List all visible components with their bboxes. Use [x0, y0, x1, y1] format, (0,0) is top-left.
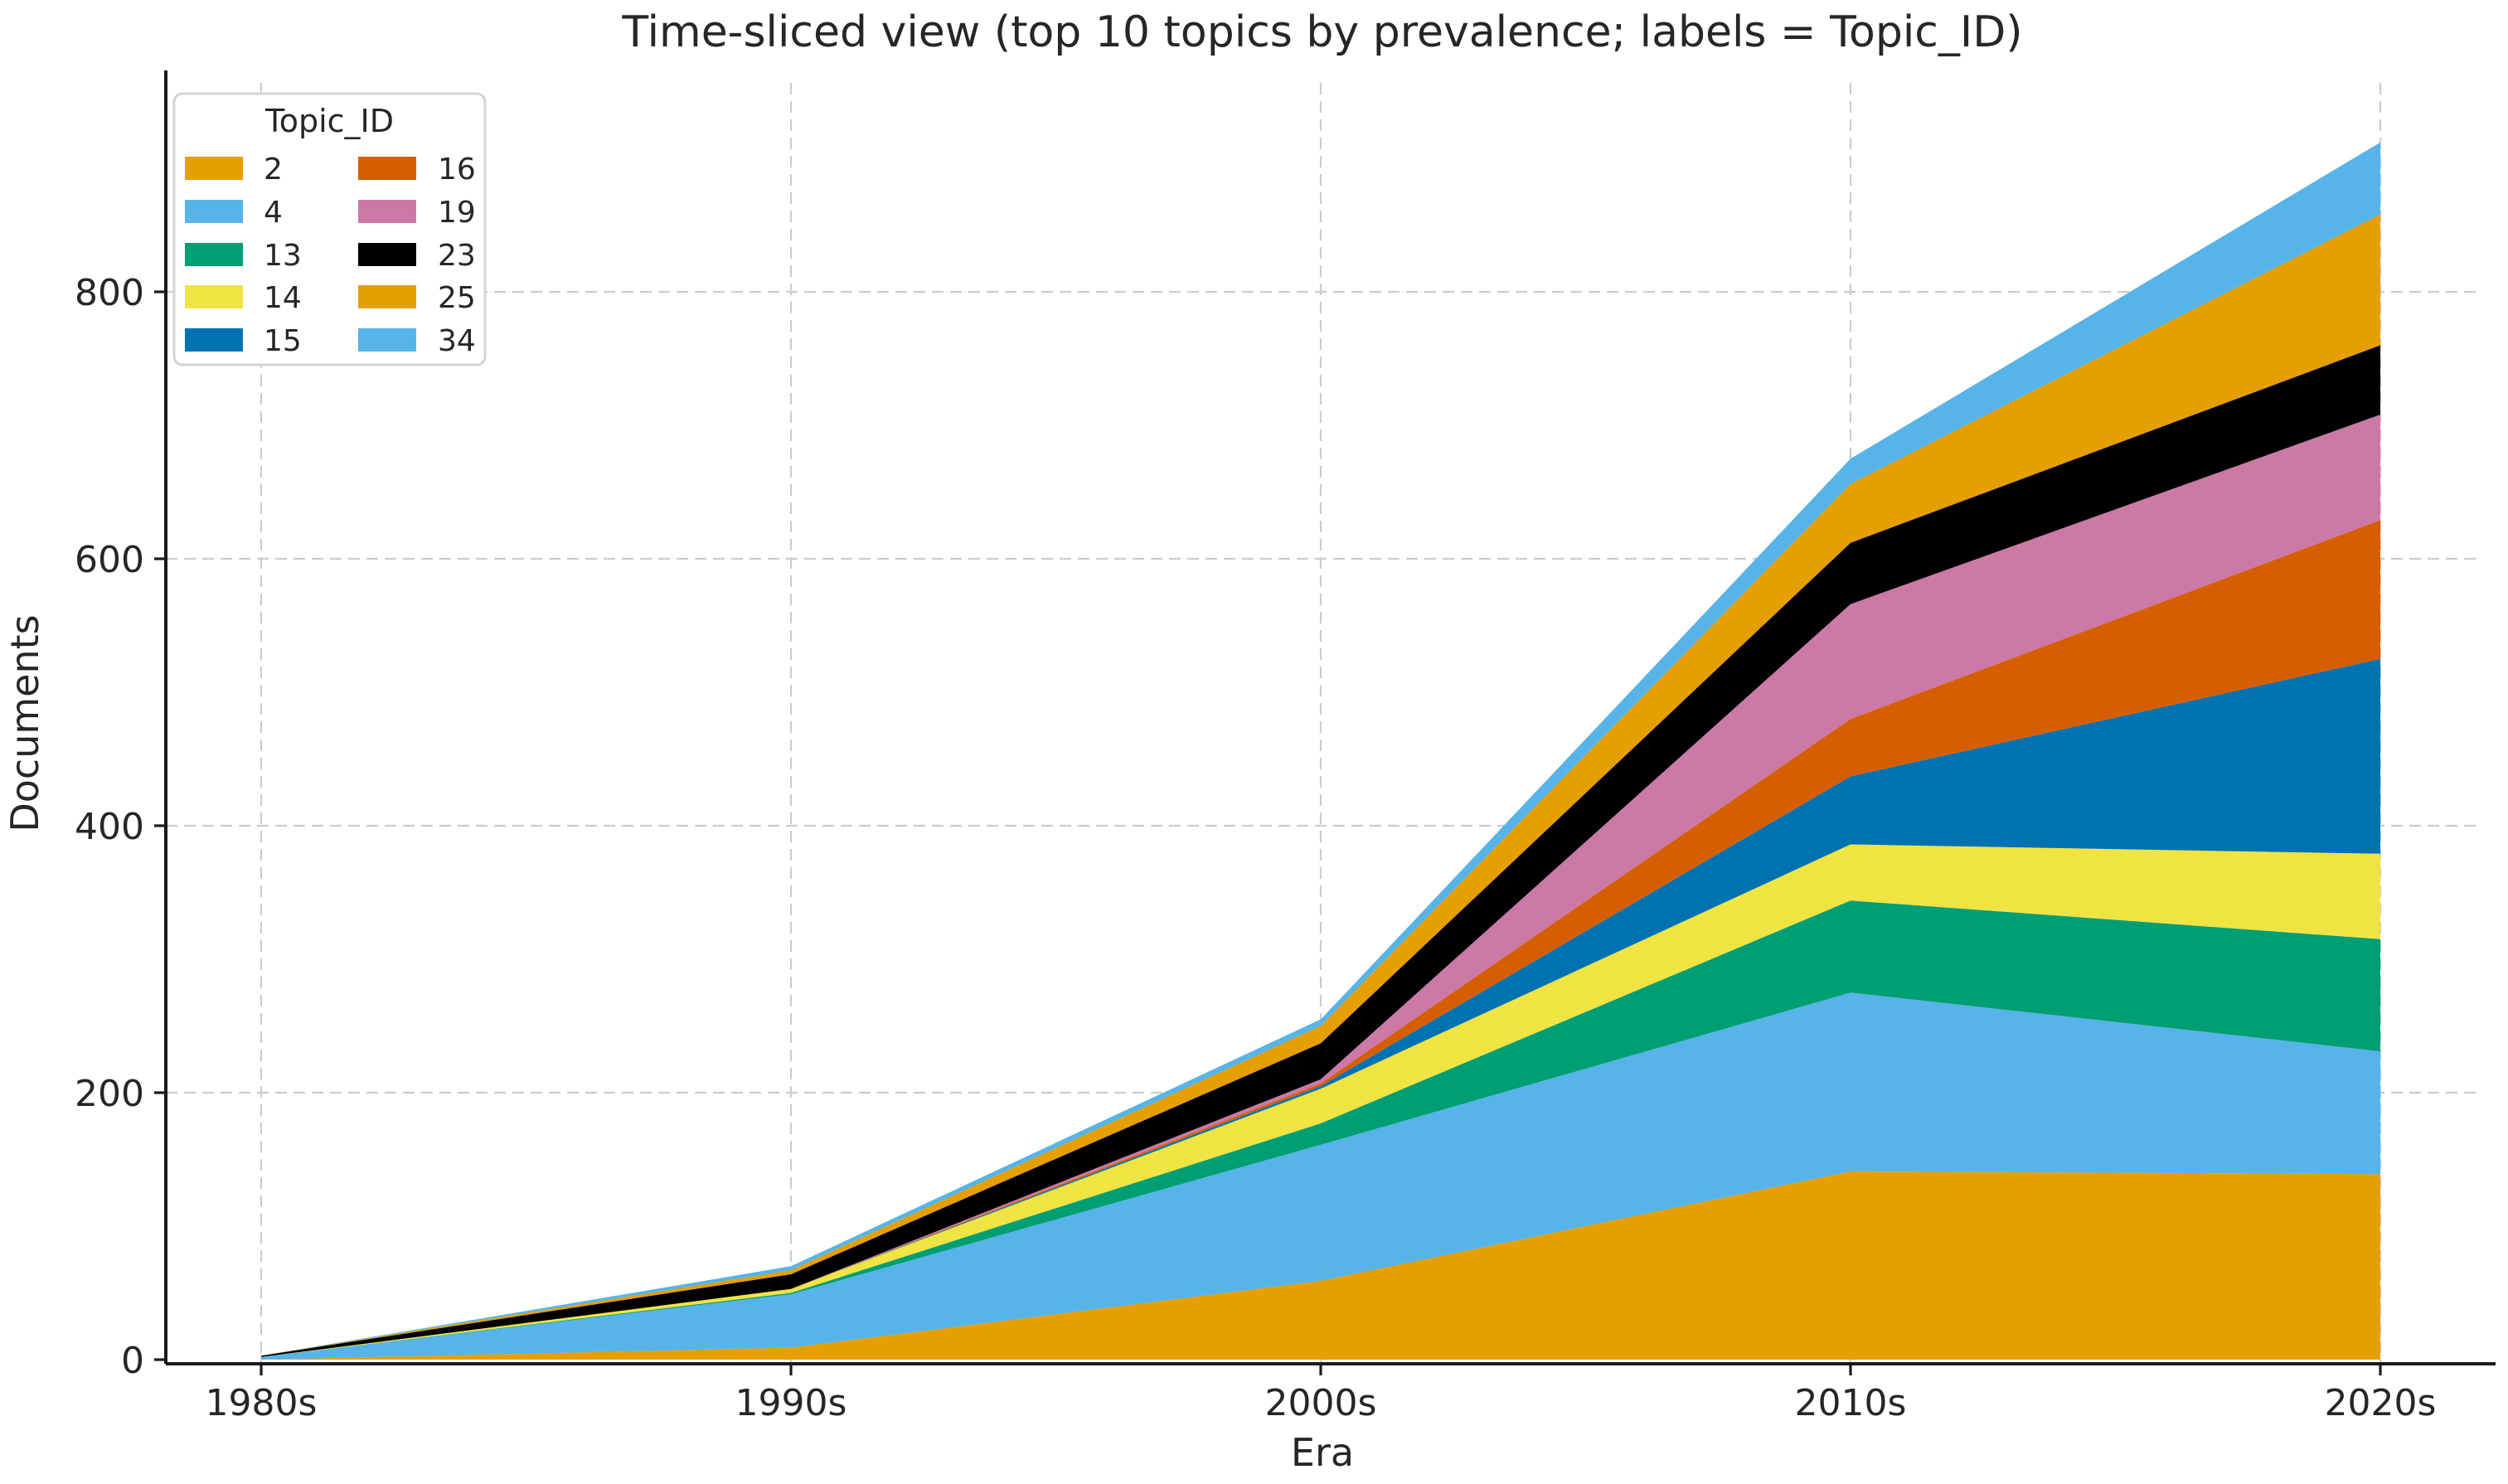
x-tick-label-2010s: 2010s — [1795, 1382, 1907, 1424]
x-axis-label: Era — [1291, 1430, 1354, 1475]
legend-label-14: 14 — [264, 281, 302, 315]
chart-title: Time-sliced view (top 10 topics by preva… — [621, 7, 2022, 57]
legend-label-34: 34 — [438, 324, 476, 358]
legend: Topic_ID 2 4 13 14 15 16 19 23 25 34 — [172, 92, 487, 366]
y-tick-label-800: 800 — [75, 272, 144, 314]
area-topic-4 — [261, 992, 2380, 1360]
area-topic-14 — [261, 844, 2380, 1357]
titles-and-labels: 0 200 400 600 800 1980s 1990s 2000s 2010s 2020s Ti… — [2, 7, 2436, 1475]
legend-label-16: 16 — [438, 153, 476, 187]
area-topic-23 — [261, 345, 2380, 1357]
legend-swatch-23 — [358, 243, 416, 266]
area-topic-16 — [261, 520, 2380, 1357]
legend-swatch-14 — [185, 285, 243, 308]
legend-swatch-4 — [185, 200, 243, 223]
legend-label-25: 25 — [438, 281, 476, 315]
area-topic-2 — [261, 1171, 2380, 1360]
x-tick-label-2020s: 2020s — [2325, 1382, 2437, 1424]
legend-label-23: 23 — [438, 239, 476, 273]
legend-swatch-25 — [358, 285, 416, 308]
area-topic-19 — [261, 415, 2380, 1357]
y-tick-label-600: 600 — [75, 539, 144, 581]
legend-label-4: 4 — [264, 196, 283, 230]
area-topic-15 — [261, 658, 2380, 1357]
legend-swatch-15 — [185, 328, 243, 352]
y-axis-label: Documents — [2, 614, 47, 832]
area-topic-13 — [261, 900, 2380, 1357]
x-tick-label-2000s: 2000s — [1265, 1382, 1377, 1424]
y-tick-label-400: 400 — [75, 806, 144, 848]
x-tick-label-1980s: 1980s — [206, 1382, 318, 1424]
stacked-areas — [261, 142, 2380, 1360]
legend-swatch-19 — [358, 200, 416, 223]
legend-swatch-34 — [358, 328, 416, 352]
legend-label-13: 13 — [264, 239, 302, 273]
legend-label-15: 15 — [264, 324, 302, 358]
legend-label-2: 2 — [264, 153, 283, 187]
legend-swatch-16 — [358, 157, 416, 180]
area-topic-25 — [261, 214, 2380, 1356]
axes-and-ticks — [154, 70, 2496, 1375]
x-tick-label-1990s: 1990s — [735, 1382, 847, 1424]
y-tick-label-0: 0 — [121, 1340, 144, 1382]
legend-title: Topic_ID — [264, 103, 394, 139]
y-tick-label-200: 200 — [75, 1073, 144, 1115]
legend-label-19: 19 — [438, 196, 476, 230]
legend-swatch-2 — [185, 157, 243, 180]
legend-swatch-13 — [185, 243, 243, 266]
